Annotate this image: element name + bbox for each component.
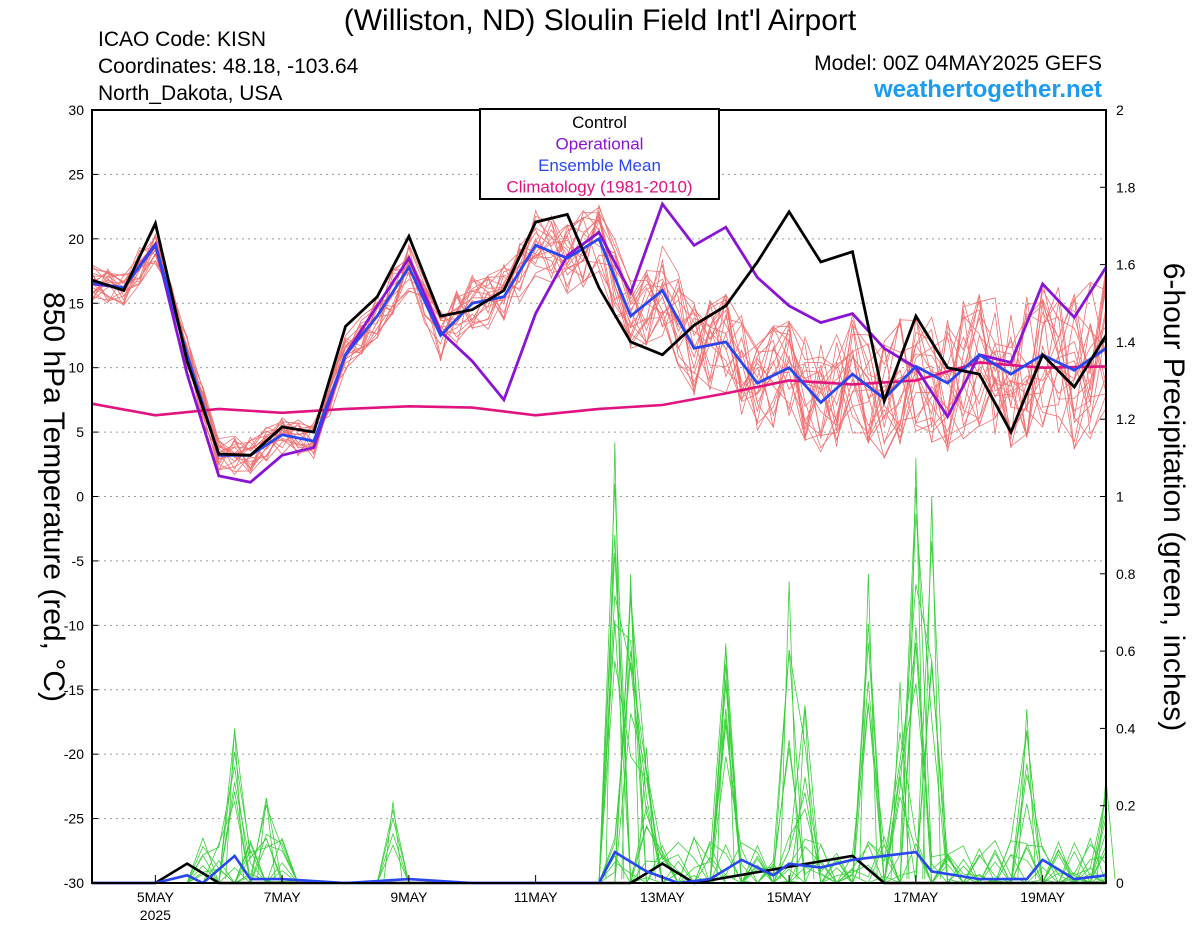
temp-member-line <box>91 211 1107 455</box>
coordinates: Coordinates: 48.18, -103.64 <box>98 55 359 78</box>
precip-spike <box>383 801 403 880</box>
temp-member-line <box>91 218 1107 463</box>
precip-spike <box>906 457 926 880</box>
precip-spike <box>637 747 656 880</box>
right-tick-label: 0.2 <box>1116 798 1136 814</box>
precip-members <box>92 483 1107 885</box>
left-tick-label: -20 <box>64 746 84 762</box>
temp-member-line <box>91 217 1107 470</box>
precip-member-line <box>92 513 1107 885</box>
legend-entry: Control <box>572 113 627 132</box>
right-tick-label: 0.8 <box>1116 566 1136 582</box>
legend-box <box>479 108 720 200</box>
right-tick-label: 0.4 <box>1116 720 1136 736</box>
left-tick-label: 10 <box>68 360 84 376</box>
chart-title: (Williston, ND) Sloulin Field Int'l Airp… <box>343 4 857 37</box>
left-tick-label: -5 <box>72 553 85 569</box>
x-tick-label: 5MAY <box>137 889 175 905</box>
x-tick-label: 7MAY <box>264 889 302 905</box>
region: North_Dakota, USA <box>98 82 283 105</box>
x-tick-label: 15MAY <box>767 889 813 905</box>
icao-code: ICAO Code: KISN <box>98 28 267 51</box>
right-tick-label: 1.6 <box>1116 257 1136 273</box>
precip-spike <box>716 643 736 880</box>
precip-spike <box>922 496 942 880</box>
x-tick-label: 13MAY <box>640 889 686 905</box>
x-tick-label: 9MAY <box>390 889 428 905</box>
precip-control-line <box>92 854 1106 885</box>
ensemble-mean-line <box>91 236 1107 457</box>
temp-member-line <box>91 209 1107 456</box>
precip-member-line <box>92 483 1107 884</box>
precip-member-line <box>92 596 1107 884</box>
temp-member-line <box>91 203 1107 454</box>
precip-member-line <box>92 534 1107 884</box>
left-tick-label: 0 <box>76 489 84 505</box>
legend-entry: Climatology (1981-2010) <box>506 178 692 197</box>
right-tick-label: 0 <box>1116 875 1124 891</box>
precip-member-line <box>92 595 1107 885</box>
left-tick-label: -10 <box>64 617 84 633</box>
precip-mean-line <box>92 850 1107 885</box>
left-tick-label: 25 <box>68 166 84 182</box>
legend: Control Operational Ensemble Mean Climatolo… <box>479 108 720 200</box>
precip-spike <box>779 581 799 880</box>
precip-spike <box>225 728 244 880</box>
precip-spike <box>621 573 641 880</box>
left-tick-label: -30 <box>64 875 84 891</box>
plot-frame <box>91 109 1107 884</box>
x-tick-label: 17MAY <box>893 889 939 905</box>
temp-member-line <box>91 233 1107 476</box>
left-tick-label: 30 <box>68 102 84 118</box>
precip-spike <box>605 442 625 880</box>
precip-member-line <box>92 552 1107 884</box>
control-line <box>91 209 1108 457</box>
right-axis-title: 6-hour Precipitation (green, inches) <box>1157 263 1190 732</box>
right-tick-label: 1.2 <box>1116 411 1136 427</box>
site-link[interactable]: weathertogether.net <box>873 76 1102 103</box>
temp-member-line <box>91 216 1107 462</box>
precip-spike <box>858 573 878 880</box>
precip-spike <box>890 682 910 880</box>
x-tick-sublabel: 2025 <box>140 907 171 923</box>
x-tick-label: 11MAY <box>514 889 558 905</box>
precip-member-line <box>92 596 1107 884</box>
climatology-line <box>91 361 1107 417</box>
precip-spike <box>1017 709 1037 880</box>
left-tick-label: 5 <box>76 424 84 440</box>
left-tick-label: -15 <box>64 682 84 698</box>
temp-member-line <box>91 210 1107 472</box>
legend-entry: Operational <box>556 135 644 154</box>
temp-members <box>91 203 1107 476</box>
right-tick-label: 0.6 <box>1116 643 1136 659</box>
left-tick-label: 20 <box>68 231 84 247</box>
precip-member-line <box>92 487 1107 885</box>
precip-spike <box>256 797 276 880</box>
model-run: Model: 00Z 04MAY2025 GEFS <box>814 52 1102 75</box>
left-tick-label: -25 <box>64 811 84 827</box>
right-tick-label: 1.4 <box>1116 334 1136 350</box>
precip-spike <box>795 705 815 880</box>
temp-member-line <box>91 209 1107 466</box>
precip-member-line <box>92 622 1107 885</box>
legend-entry: Ensemble Mean <box>538 156 661 175</box>
x-tick-label: 19MAY <box>1020 889 1066 905</box>
operational-line <box>91 201 1108 484</box>
right-tick-label: 2 <box>1116 102 1124 118</box>
left-tick-label: 15 <box>68 295 84 311</box>
right-tick-label: 1.8 <box>1116 179 1136 195</box>
left-axis-title: 850 hPa Temperature (red, °C) <box>37 292 70 702</box>
temp-member-line <box>91 216 1107 471</box>
temp-member-line <box>91 212 1107 470</box>
right-tick-label: 1 <box>1116 489 1124 505</box>
